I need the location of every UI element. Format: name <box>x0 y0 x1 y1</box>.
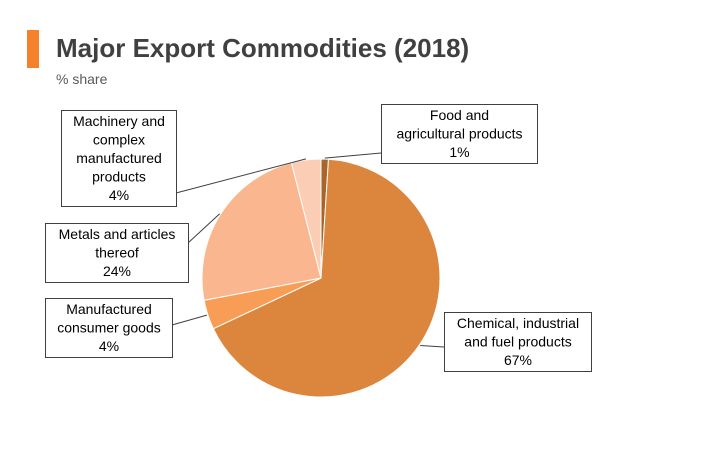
chart-title: Major Export Commodities (2018) <box>56 33 470 63</box>
label-value: 1% <box>449 144 469 160</box>
label-box <box>444 312 592 372</box>
leader-line-machinery-and-complex-manufactured-products <box>175 158 307 194</box>
label-text: Machinery and <box>73 113 165 129</box>
pie-slice-chemical-industrial-and-fuel-products <box>212 158 441 398</box>
leader-lines <box>171 152 445 348</box>
label-value: 24% <box>103 263 131 279</box>
label-text: Chemical, industrial <box>457 315 579 331</box>
label-food-and-agricultural-products: Food and agricultural products 1% <box>381 104 538 164</box>
slice-labels: Food and agricultural products 1% Chemical,… <box>45 104 592 372</box>
chart-subtitle: % share <box>56 71 108 87</box>
label-text: Food and <box>430 107 489 123</box>
label-text: thereof <box>95 244 139 260</box>
label-box <box>61 110 177 207</box>
leader-line-metals-and-articles-thereof <box>187 213 221 244</box>
leader-line-manufactured-consumer-goods <box>171 314 208 326</box>
label-metals-and-articles-thereof: Metals and articles thereof 24% <box>45 223 189 283</box>
leader-line-food-and-agricultural-products <box>324 152 382 159</box>
label-value: 4% <box>109 187 129 203</box>
label-text: and fuel products <box>464 333 571 349</box>
label-value: 67% <box>504 352 532 368</box>
title-accent-bar <box>27 30 39 68</box>
label-manufactured-consumer-goods: Manufactured consumer goods 4% <box>45 298 173 358</box>
label-box <box>45 298 173 358</box>
label-text: products <box>92 168 146 184</box>
label-box <box>381 104 538 164</box>
label-chemical-industrial-and-fuel-products: Chemical, industrial and fuel products 67% <box>444 312 592 372</box>
pie-slices <box>201 158 441 398</box>
pie-slice-metals-and-articles-thereof <box>201 162 322 301</box>
leader-line-chemical-industrial-and-fuel-products <box>420 345 445 348</box>
label-text: agricultural products <box>396 125 522 141</box>
label-text: manufactured <box>76 150 162 166</box>
label-text: complex <box>93 131 145 147</box>
label-text: consumer goods <box>57 319 161 335</box>
label-text: Metals and articles <box>59 226 176 242</box>
label-machinery-and-complex-manufactured-products: Machinery and complex manufactured products… <box>61 110 177 207</box>
label-box <box>45 223 189 283</box>
label-value: 4% <box>99 338 119 354</box>
label-text: Manufactured <box>66 301 152 317</box>
